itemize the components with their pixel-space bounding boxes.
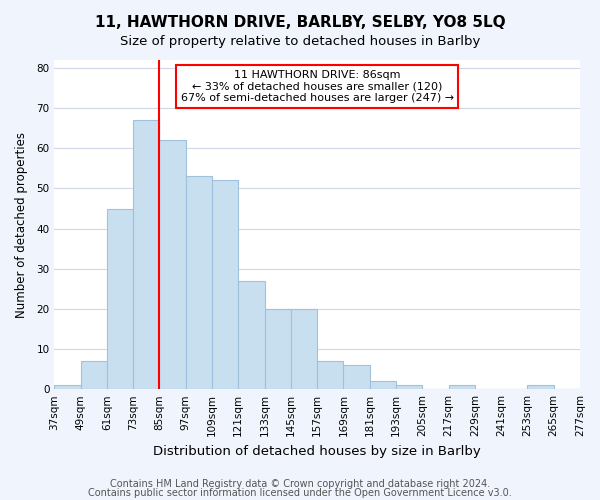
Bar xyxy=(212,180,238,389)
Y-axis label: Number of detached properties: Number of detached properties xyxy=(15,132,28,318)
Text: 11 HAWTHORN DRIVE: 86sqm
← 33% of detached houses are smaller (120)
67% of semi-: 11 HAWTHORN DRIVE: 86sqm ← 33% of detach… xyxy=(181,70,454,103)
Bar xyxy=(291,309,317,389)
Text: Size of property relative to detached houses in Barlby: Size of property relative to detached ho… xyxy=(120,35,480,48)
Bar xyxy=(238,281,265,389)
Bar xyxy=(317,361,343,389)
Bar xyxy=(133,120,160,389)
Text: Contains HM Land Registry data © Crown copyright and database right 2024.: Contains HM Land Registry data © Crown c… xyxy=(110,479,490,489)
Bar xyxy=(449,385,475,389)
Bar xyxy=(55,385,80,389)
Bar xyxy=(107,208,133,389)
Bar xyxy=(265,309,291,389)
Text: 11, HAWTHORN DRIVE, BARLBY, SELBY, YO8 5LQ: 11, HAWTHORN DRIVE, BARLBY, SELBY, YO8 5… xyxy=(95,15,505,30)
Bar xyxy=(186,176,212,389)
Bar xyxy=(527,385,554,389)
Bar xyxy=(370,381,396,389)
X-axis label: Distribution of detached houses by size in Barlby: Distribution of detached houses by size … xyxy=(153,444,481,458)
Bar xyxy=(160,140,186,389)
Bar xyxy=(396,385,422,389)
Text: Contains public sector information licensed under the Open Government Licence v3: Contains public sector information licen… xyxy=(88,488,512,498)
Bar xyxy=(80,361,107,389)
Bar xyxy=(343,365,370,389)
